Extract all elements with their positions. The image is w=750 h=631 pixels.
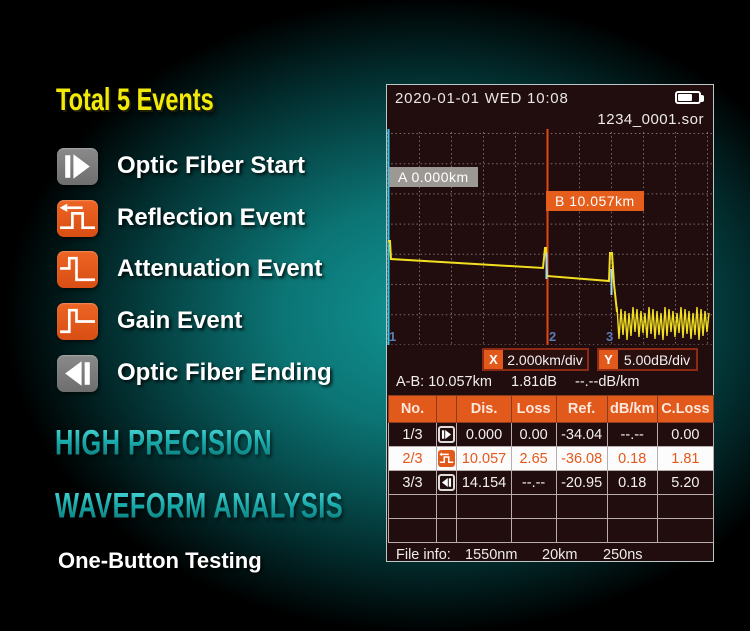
legend-label: Reflection Event <box>117 204 306 231</box>
cell-closs: 5.20 <box>656 470 715 495</box>
ab-distance: A-B: 10.057km <box>396 374 492 390</box>
otdr-trace <box>388 240 618 313</box>
cell-loss: 0.00 <box>510 422 557 447</box>
col-ref: Ref. <box>555 395 608 423</box>
y-scale-box[interactable]: Y 5.00dB/div <box>597 348 698 371</box>
cell-ref: -34.04 <box>555 422 608 447</box>
ab-loss: 1.81dB <box>511 374 557 390</box>
events-table: No. Dis. Loss Ref. dB/km C.Loss 1/3 0.00… <box>387 395 715 543</box>
tagline-waveform-analysis: WAVEFORM ANALYSIS <box>55 487 344 526</box>
col-icon <box>436 395 458 423</box>
fiber-start-icon <box>438 426 456 443</box>
current-filename: 1234_0001.sor <box>597 111 704 128</box>
file-info-wavelength: 1550nm <box>465 547 518 563</box>
legend-label: Optic Fiber Start <box>117 152 306 179</box>
col-closs: C.Loss <box>656 395 715 423</box>
otdr-screen: 2020-01-01 WED 10:08 1234_0001.sor 1 2 3… <box>386 84 715 563</box>
table-row-selected[interactable]: 2/3 10.057 2.65 -36.08 0.18 1.81 <box>387 446 715 471</box>
cell-dbkm: 0.18 <box>606 470 658 495</box>
cell-ref: -36.08 <box>555 446 608 471</box>
cell-closs: 1.81 <box>656 446 715 471</box>
reflection-icon <box>57 199 98 237</box>
cell-dbkm: 0.18 <box>606 446 658 471</box>
x-scale-value: 2.000km/div <box>507 351 583 368</box>
event-marker-1: 1 <box>389 329 396 344</box>
cell-closs: 0.00 <box>656 422 715 447</box>
cell-loss: --.-- <box>510 470 557 495</box>
trace-graph[interactable]: 1 2 3 A 0.000km B 10.057km <box>387 129 715 345</box>
y-scale-badge: Y <box>599 350 618 369</box>
y-scale-value: 5.00dB/div <box>623 351 691 368</box>
table-row[interactable]: 1/3 0.000 0.00 -34.04 --.-- 0.00 <box>387 422 715 447</box>
fiber-end-icon <box>57 354 98 392</box>
legend-item-fiber-end: Optic Fiber Ending <box>57 354 332 392</box>
marker-b-label[interactable]: B 10.057km <box>546 191 644 211</box>
battery-fill <box>678 94 692 101</box>
battery-nub <box>701 95 704 102</box>
noise-trace <box>616 306 710 341</box>
legend-item-attenuation: Attenuation Event <box>57 250 322 288</box>
cell-no: 1/3 <box>387 422 438 447</box>
event-marker-2: 2 <box>549 329 556 344</box>
tagline-one-button: One-Button Testing <box>58 548 262 573</box>
file-info-label: File info: <box>396 547 451 563</box>
legend-item-reflection: Reflection Event <box>57 199 305 237</box>
col-loss: Loss <box>510 395 557 423</box>
cell-ref: -20.95 <box>555 470 608 495</box>
cell-dis: 10.057 <box>456 446 512 471</box>
cell-icon <box>436 422 458 447</box>
cell-icon <box>436 470 458 495</box>
reflection-icon <box>438 450 456 467</box>
cell-no: 3/3 <box>387 470 438 495</box>
col-dis: Dis. <box>456 395 512 423</box>
marker-a-label[interactable]: A 0.000km <box>389 167 478 187</box>
legend-item-gain: Gain Event <box>57 302 242 340</box>
legend-label: Gain Event <box>117 307 243 334</box>
table-row[interactable]: 3/3 14.154 --.-- -20.95 0.18 5.20 <box>387 470 715 495</box>
ab-slope: --.--dB/km <box>575 374 640 390</box>
attenuation-icon <box>57 250 98 288</box>
legend-label: Optic Fiber Ending <box>117 359 332 386</box>
file-info-pulse: 250ns <box>603 547 643 563</box>
page-title: Total 5 Events <box>56 82 214 117</box>
cell-dis: 0.000 <box>456 422 512 447</box>
events-table-header: No. Dis. Loss Ref. dB/km C.Loss <box>387 395 715 423</box>
event-marker-3: 3 <box>606 329 613 344</box>
cell-loss: 2.65 <box>510 446 557 471</box>
x-scale-badge: X <box>484 350 503 369</box>
fiber-end-icon <box>438 474 456 491</box>
legend-item-fiber-start: Optic Fiber Start <box>57 147 305 185</box>
col-dbkm: dB/km <box>606 395 658 423</box>
x-scale-box[interactable]: X 2.000km/div <box>482 348 589 371</box>
col-no: No. <box>387 395 438 423</box>
cell-dbkm: --.-- <box>606 422 658 447</box>
gain-icon <box>57 302 98 340</box>
fiber-start-icon <box>57 147 98 185</box>
file-info-range: 20km <box>542 547 578 563</box>
ab-summary: A-B: 10.057km 1.81dB --.--dB/km <box>387 374 713 392</box>
table-row-empty <box>387 518 715 543</box>
cell-no: 2/3 <box>387 446 438 471</box>
battery-icon <box>675 91 704 104</box>
cell-dis: 14.154 <box>456 470 512 495</box>
status-datetime: 2020-01-01 WED 10:08 <box>395 90 569 107</box>
table-row-empty <box>387 494 715 519</box>
legend-label: Attenuation Event <box>117 255 323 282</box>
cell-icon <box>436 446 458 471</box>
tagline-high-precision: HIGH PRECISION <box>55 424 273 463</box>
